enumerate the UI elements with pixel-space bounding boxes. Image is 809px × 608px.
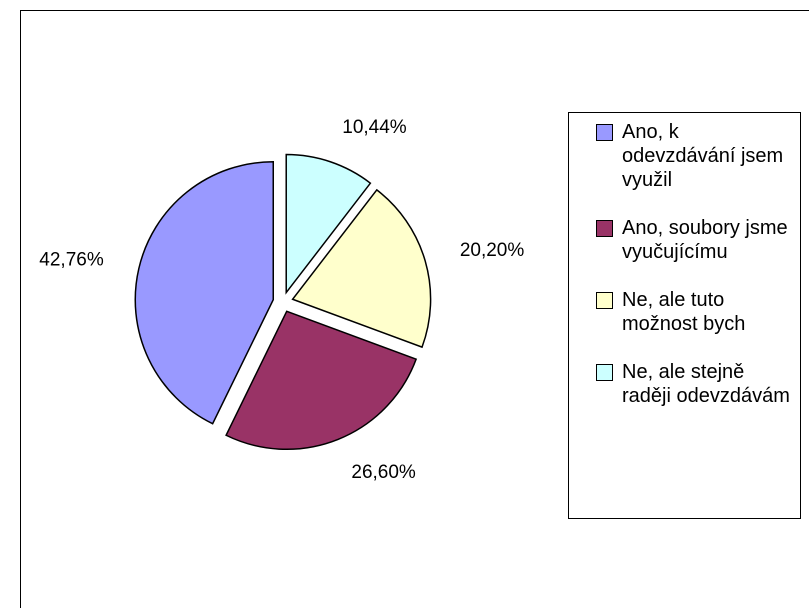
legend-line: využil xyxy=(622,169,672,191)
legend-line: vyučujícímu xyxy=(622,241,728,263)
legend-line: odevzdávání jsem xyxy=(622,145,783,167)
pie-slice xyxy=(134,160,275,425)
data-label: 20,20% xyxy=(460,240,525,261)
data-label: 26,60% xyxy=(351,462,416,483)
legend-label: Ne, ale tuto možnost bych xyxy=(622,289,745,335)
legend-box xyxy=(568,112,801,519)
data-label: 42,76% xyxy=(39,250,104,271)
legend-swatch xyxy=(596,292,613,309)
legend-line: možnost bych xyxy=(622,313,745,335)
legend-line: Ano, soubory jsme xyxy=(622,217,788,239)
legend-line: Ano, k xyxy=(622,121,680,143)
legend-label: Ano, k odevzdávání jsem využil xyxy=(622,121,783,191)
pie-slice xyxy=(225,310,418,450)
pie-slice xyxy=(291,188,432,349)
data-label: 10,44% xyxy=(342,117,407,138)
legend-line: Ne, ale tuto xyxy=(622,289,724,311)
legend-swatch xyxy=(596,364,613,381)
legend-line: Ne, ale stejně xyxy=(622,361,744,383)
legend-label: Ano, soubory jsme vyučujícímu xyxy=(622,217,788,263)
legend-label: Ne, ale stejně raději odevzdávám xyxy=(622,361,790,407)
legend-swatch xyxy=(596,220,613,237)
legend-swatch xyxy=(596,124,613,141)
pie-slice xyxy=(285,153,372,295)
legend-line: raději odevzdávám xyxy=(622,385,790,407)
